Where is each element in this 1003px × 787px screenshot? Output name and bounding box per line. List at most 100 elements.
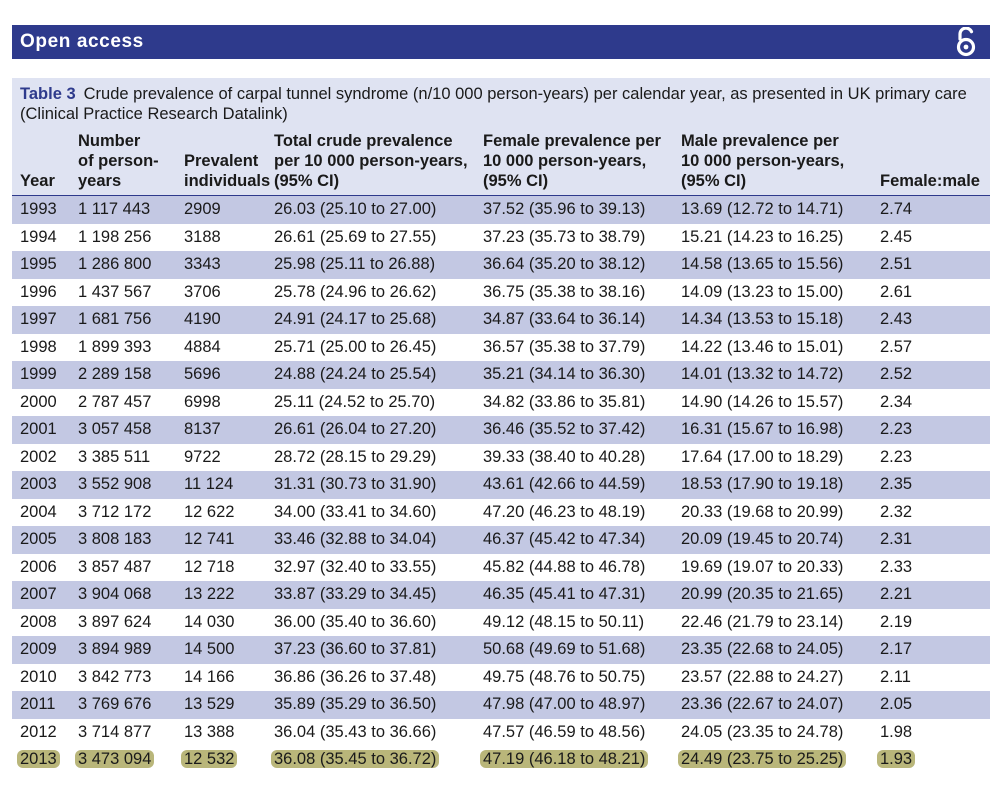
cell-male-prevalence: 20.99 (20.35 to 21.65) [681,581,843,609]
cell-prevalent-individuals-value: 3706 [184,282,221,301]
cell-person-years-value: 3 385 511 [78,447,151,466]
cell-male-prevalence-value: 14.90 (14.26 to 15.57) [681,392,844,411]
cell-prevalent-individuals-value: 4884 [184,337,221,356]
cell-person-years-value: 3 894 989 [78,640,152,658]
cell-prevalent-individuals-value: 6998 [184,392,221,411]
cell-person-years-value: 1 198 256 [78,227,152,246]
cell-female-male-ratio-value: 2.35 [880,475,913,493]
cell-total-prevalence: 26.03 (25.10 to 27.00) [274,196,436,224]
cell-year: 2008 [20,609,57,637]
cell-male-prevalence-value: 23.57 (22.88 to 24.27) [681,667,844,686]
header-person-line: years [78,172,122,190]
cell-year-value: 2006 [20,557,57,576]
table-row: 2011 3 769 676 13 529 35.89 (35.29 to 36.50… [12,691,990,719]
cell-person-years: 3 057 458 [78,416,151,444]
table-row: 2004 3 712 172 12 622 34.00 (33.41 to 34.60… [12,499,990,527]
cell-year-value: 2011 [20,695,56,713]
cell-person-years-value: 1 437 567 [78,282,152,301]
cell-female-male-ratio: 2.05 [880,691,912,719]
cell-total-prevalence: 25.98 (25.11 to 26.88) [274,251,435,279]
cell-year: 2005 [20,526,57,554]
cell-total-prevalence: 37.23 (36.60 to 37.81) [274,636,436,664]
cell-female-male-ratio: 2.17 [880,636,912,664]
cell-year: 1996 [20,279,57,307]
cell-female-male-ratio: 2.34 [880,389,912,417]
cell-female-prevalence-value: 46.37 (45.42 to 47.34) [483,530,646,548]
cell-prevalent-individuals: 14 500 [184,636,234,664]
cell-year-value: 2012 [20,722,57,741]
cell-female-male-ratio: 2.52 [880,361,912,389]
cell-total-prevalence: 34.00 (33.41 to 34.60) [274,499,436,527]
cell-male-prevalence-value: 24.49 (23.75 to 25.25) [678,750,847,768]
cell-total-prevalence: 36.00 (35.40 to 36.60) [274,609,436,637]
cell-person-years: 1 437 567 [78,279,151,307]
cell-total-prevalence: 25.71 (25.00 to 26.45) [274,334,436,362]
cell-prevalent-individuals: 3188 [184,224,221,252]
cell-year: 2004 [20,499,57,527]
cell-year: 1995 [20,251,57,279]
cell-prevalent-individuals: 13 388 [184,719,234,747]
cell-year: 1997 [20,306,57,334]
table-row: 2007 3 904 068 13 222 33.87 (33.29 to 34.45… [12,581,990,609]
cell-year: 2001 [20,416,57,444]
cell-year: 2013 [17,746,60,774]
cell-female-prevalence-value: 45.82 (44.88 to 46.78) [483,557,646,576]
cell-male-prevalence-value: 14.01 (13.32 to 14.72) [681,365,844,383]
cell-total-prevalence: 36.04 (35.43 to 36.66) [274,719,436,747]
cell-total-prevalence-value: 26.61 (26.04 to 27.20) [274,420,437,438]
table-body: 1993 1 117 443 2909 26.03 (25.10 to 27.00) 3… [12,196,990,774]
cell-female-prevalence-value: 46.35 (45.41 to 47.31) [483,585,646,603]
cell-year-value: 2007 [20,585,57,603]
cell-prevalent-individuals: 3343 [184,251,221,279]
cell-person-years: 3 857 487 [78,554,151,582]
cell-female-male-ratio-value: 2.23 [880,420,913,438]
cell-male-prevalence-value: 20.33 (19.68 to 20.99) [681,502,844,521]
cell-total-prevalence: 35.89 (35.29 to 36.50) [274,691,436,719]
cell-year-value: 2005 [20,530,57,548]
cell-person-years-value: 2 289 158 [78,365,152,383]
cell-female-prevalence: 47.98 (47.00 to 48.97) [483,691,645,719]
cell-person-years-value: 1 117 443 [78,200,151,218]
cell-female-prevalence-value: 43.61 (42.66 to 44.59) [483,475,646,493]
cell-female-male-ratio: 2.43 [880,306,912,334]
cell-prevalent-individuals-value: 12 622 [184,502,235,521]
cell-female-male-ratio: 2.33 [880,554,912,582]
cell-year-value: 2001 [20,420,57,438]
cell-male-prevalence: 15.21 (14.23 to 16.25) [681,224,843,252]
cell-year-value: 1998 [20,337,57,356]
cell-female-male-ratio-value: 1.98 [880,722,913,741]
header-prevalent-line: Prevalent [184,152,259,170]
cell-year: 2009 [20,636,57,664]
cell-total-prevalence-value: 33.87 (33.29 to 34.45) [274,585,437,603]
cell-total-prevalence: 36.86 (36.26 to 37.48) [274,664,436,692]
cell-person-years: 3 808 183 [78,526,151,554]
cell-total-prevalence: 33.46 (32.88 to 34.04) [274,526,436,554]
cell-prevalent-individuals-value: 3188 [184,227,221,246]
cell-female-prevalence: 36.46 (35.52 to 37.42) [483,416,645,444]
table-row: 2009 3 894 989 14 500 37.23 (36.60 to 37.81… [12,636,990,664]
cell-female-prevalence: 34.87 (33.64 to 36.14) [483,306,645,334]
cell-person-years: 3 712 172 [78,499,151,527]
header-female-line: (95% CI) [483,172,549,190]
cell-prevalent-individuals-value: 14 500 [184,640,235,658]
cell-female-prevalence: 35.21 (34.14 to 36.30) [483,361,645,389]
cell-male-prevalence-value: 14.22 (13.46 to 15.01) [681,337,844,356]
cell-prevalent-individuals: 12 622 [184,499,234,527]
cell-female-prevalence-value: 37.23 (35.73 to 38.79) [483,227,646,246]
cell-prevalent-individuals-value: 14 030 [184,612,235,631]
cell-total-prevalence-value: 36.08 (35.45 to 36.72) [271,750,440,768]
table-row: 1998 1 899 393 4884 25.71 (25.00 to 26.45) 3… [12,334,990,362]
cell-male-prevalence-value: 20.09 (19.45 to 20.74) [681,530,844,548]
cell-person-years-value: 3 857 487 [78,557,152,576]
header-person-line: of person- [78,152,159,170]
header-female-line: Female prevalence per [483,132,661,150]
cell-person-years: 1 117 443 [78,196,150,224]
cell-prevalent-individuals-value: 5696 [184,365,221,383]
cell-male-prevalence-value: 22.46 (21.79 to 23.14) [681,612,844,631]
cell-person-years: 3 552 908 [78,471,151,499]
header-total-line: (95% CI) [274,172,340,190]
cell-female-prevalence-value: 39.33 (38.40 to 40.28) [483,447,646,466]
cell-total-prevalence: 36.08 (35.45 to 36.72) [271,746,440,774]
cell-person-years-value: 3 712 172 [78,502,152,521]
cell-person-years: 3 897 624 [78,609,151,637]
